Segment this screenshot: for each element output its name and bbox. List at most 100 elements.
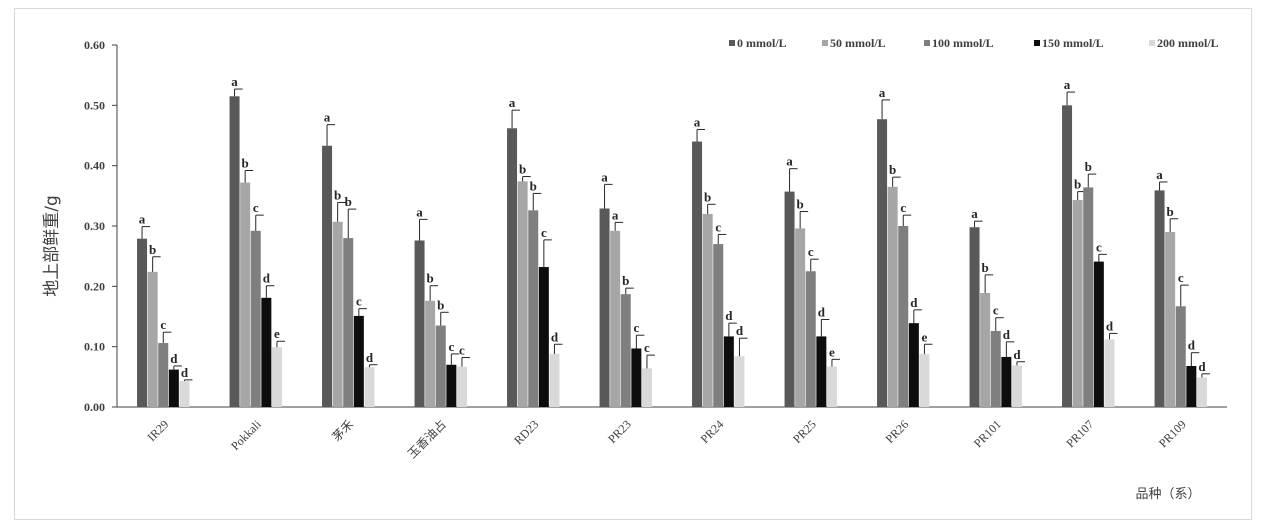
- y-tick-label: 0.40: [84, 159, 105, 173]
- bar: [147, 271, 158, 407]
- significance-letter: c: [541, 225, 547, 240]
- bar: [137, 238, 148, 407]
- significance-letter: b: [427, 271, 434, 286]
- significance-letter: d: [910, 295, 918, 310]
- significance-letter: a: [612, 207, 619, 222]
- bar: [240, 182, 251, 407]
- x-tick-label: IR29: [145, 417, 172, 444]
- significance-letter: c: [1178, 270, 1184, 285]
- bar: [816, 336, 827, 407]
- bar: [908, 323, 919, 407]
- legend-entry: 150 mmol/L: [1042, 36, 1104, 50]
- bar: [1175, 306, 1186, 407]
- bar: [414, 240, 425, 407]
- significance-letter: a: [879, 85, 886, 100]
- y-tick-label: 0.30: [84, 219, 105, 233]
- significance-letter: b: [149, 242, 156, 257]
- legend-entry: 50 mmol/L: [830, 36, 886, 50]
- y-tick-label: 0.10: [84, 340, 105, 354]
- significance-letter: c: [160, 317, 166, 332]
- x-tick-label: PR23: [605, 417, 634, 446]
- bar: [877, 119, 888, 408]
- significance-letter: d: [1013, 347, 1021, 362]
- legend-entry: 0 mmol/L: [737, 36, 787, 50]
- significance-letter: b: [242, 155, 249, 170]
- bar: [549, 353, 560, 407]
- significance-letter: d: [263, 271, 271, 286]
- significance-letter: a: [1156, 167, 1163, 182]
- x-tick-label: PR26: [883, 417, 912, 446]
- bar: [1196, 377, 1207, 407]
- bar: [898, 226, 909, 407]
- significance-letter: d: [181, 365, 189, 380]
- bar: [1165, 232, 1176, 407]
- bar: [610, 230, 621, 407]
- significance-letter: a: [231, 74, 238, 89]
- x-tick-label: Pokkali: [228, 417, 264, 453]
- bar: [343, 238, 354, 407]
- significance-letter: a: [786, 154, 793, 169]
- significance-letter: b: [889, 162, 896, 177]
- bar: [1083, 187, 1094, 407]
- bar: [1011, 365, 1022, 407]
- y-tick-label: 0.50: [84, 98, 105, 112]
- x-tick-label: PR109: [1156, 417, 1189, 450]
- bar: [456, 366, 467, 407]
- bar: [1062, 105, 1073, 407]
- significance-letter: d: [818, 305, 826, 320]
- significance-letter: c: [356, 294, 362, 309]
- y-axis: 0.00 0.10 0.20 0.30 0.40 0.50 0.60: [84, 38, 118, 414]
- legend-swatch: [1034, 40, 1040, 46]
- significance-letter: b: [704, 189, 711, 204]
- bar: [364, 367, 375, 407]
- significance-letter: d: [170, 351, 178, 366]
- significance-letter: d: [1106, 318, 1114, 333]
- bar: [620, 294, 631, 407]
- bar: [538, 267, 549, 407]
- bar: [734, 356, 745, 407]
- bar: [1186, 365, 1197, 407]
- significance-letter: c: [459, 343, 465, 358]
- bar: [250, 230, 261, 407]
- bar: [528, 210, 539, 407]
- bar: [631, 348, 642, 407]
- bar: [168, 369, 179, 407]
- significance-letter: d: [551, 329, 559, 344]
- bar: [261, 297, 272, 407]
- significance-letter: a: [139, 212, 146, 227]
- bar: [179, 381, 190, 407]
- significance-letter: a: [324, 110, 331, 125]
- x-tick-label: PR101: [971, 417, 1004, 450]
- bar: [1104, 339, 1115, 407]
- significance-letter: d: [1188, 338, 1196, 353]
- significance-letter: a: [1064, 77, 1071, 92]
- bar: [322, 145, 333, 408]
- bar: [353, 315, 364, 407]
- bar: [507, 128, 518, 407]
- significance-letter: b: [345, 194, 352, 209]
- significance-letter: d: [725, 308, 733, 323]
- legend-entry: 100 mmol/L: [932, 36, 994, 50]
- significance-letter: b: [1074, 177, 1081, 192]
- x-tick-label: RD23: [511, 417, 541, 447]
- significance-letter: b: [1167, 204, 1174, 219]
- y-axis-label: 地上部鲜重/g: [42, 195, 62, 297]
- significance-letter: b: [1085, 159, 1092, 174]
- x-tick-label: 茅禾: [329, 417, 356, 444]
- chart-frame: [14, 8, 1252, 520]
- x-axis: IR29 Pokkali 茅禾 玉香油占 RD23 PR23 PR24 PR25 PR26 PR1…: [117, 406, 1227, 461]
- significance-letter: c: [715, 219, 721, 234]
- significance-letter: a: [509, 95, 516, 110]
- significance-letter: b: [622, 273, 629, 288]
- y-tick-label: 0.60: [84, 38, 105, 52]
- legend-swatch: [1149, 40, 1155, 46]
- bar: [702, 213, 713, 407]
- significance-letter: c: [993, 303, 999, 318]
- bar: [599, 208, 610, 407]
- significance-letter: b: [334, 187, 341, 202]
- significance-letter: c: [644, 340, 650, 355]
- legend-swatch: [924, 40, 930, 46]
- legend: 0 mmol/L 50 mmol/L 100 mmol/L 150 mmol/L 200…: [729, 36, 1219, 50]
